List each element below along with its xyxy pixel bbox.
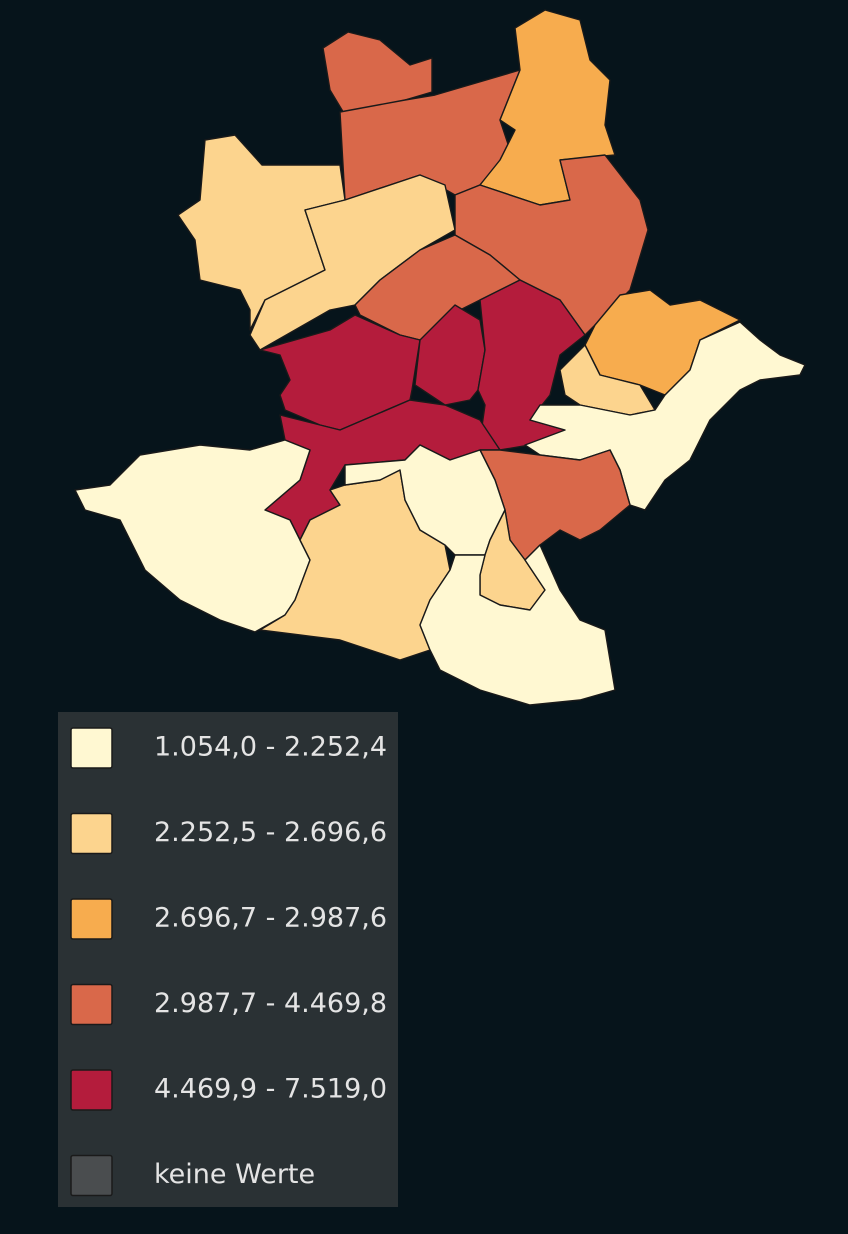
legend-swatch: [70, 727, 113, 769]
district: [419, 544, 616, 706]
district: [177, 134, 346, 331]
district: [322, 31, 433, 116]
legend-swatch: [70, 1154, 113, 1197]
legend-label: keine Werte: [154, 1159, 315, 1190]
district: [259, 469, 451, 661]
legend-label: 2.696,7 - 2.987,6: [154, 903, 387, 934]
legend: 1.054,0 - 2.252,4 2.252,5 - 2.696,6 2.696,…: [58, 712, 398, 1207]
legend-label: 2.252,5 - 2.696,6: [154, 817, 387, 848]
legend-swatch: [70, 812, 113, 855]
legend-swatch: [70, 983, 113, 1026]
legend-box: [58, 712, 398, 1207]
legend-label: 4.469,9 - 7.519,0: [154, 1074, 387, 1105]
legend-label: 1.054,0 - 2.252,4: [154, 732, 387, 763]
legend-label: 2.987,7 - 4.469,8: [154, 988, 387, 1019]
legend-swatch: [70, 898, 113, 940]
choropleth-map: [74, 9, 806, 706]
district: [74, 439, 311, 633]
legend-swatch: [70, 1069, 113, 1111]
